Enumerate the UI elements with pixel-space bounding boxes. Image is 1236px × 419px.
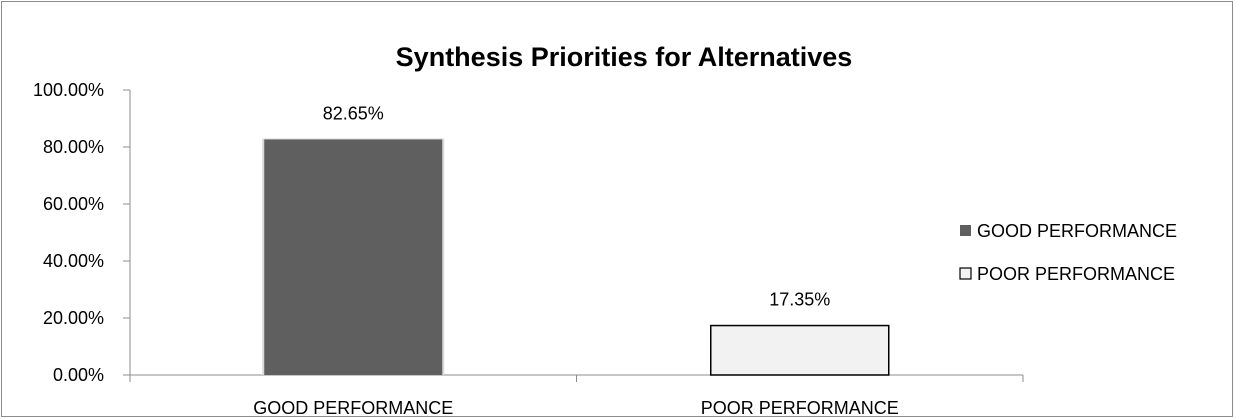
y-tick-label: 20.00% [43, 308, 104, 328]
y-tick-label: 40.00% [43, 251, 104, 271]
y-tick-label: 100.00% [33, 80, 104, 100]
y-tick-label: 80.00% [43, 137, 104, 157]
data-label: 17.35% [769, 290, 830, 310]
x-tick-label: GOOD PERFORMANCE [253, 398, 453, 418]
legend-swatch [959, 267, 972, 280]
y-tick-label: 60.00% [43, 194, 104, 214]
bar [264, 139, 443, 375]
legend-label: POOR PERFORMANCE [977, 264, 1175, 284]
data-label: 82.65% [323, 103, 384, 123]
legend-label: GOOD PERFORMANCE [977, 221, 1177, 241]
bar [710, 324, 890, 376]
y-tick-label: 0.00% [53, 365, 104, 385]
legend: GOOD PERFORMANCE POOR PERFORMANCE [959, 221, 1177, 284]
chart-title: Synthesis Priorities for Alternatives [396, 42, 853, 72]
legend-swatch [960, 225, 971, 236]
x-tick-label: POOR PERFORMANCE [701, 398, 899, 418]
bars: 82.65% 17.35% [262, 103, 890, 376]
